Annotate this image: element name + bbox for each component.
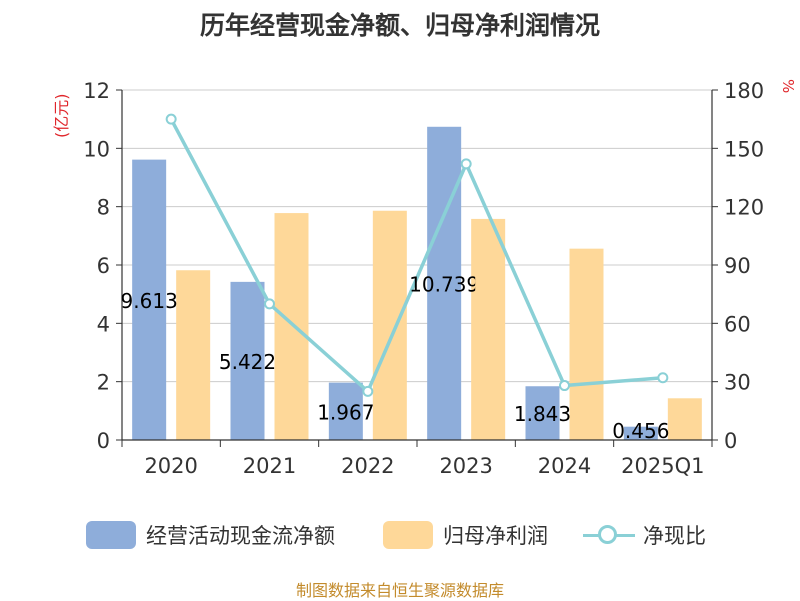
y-right-tick-label: 30 — [724, 371, 751, 395]
data-source-note: 制图数据来自恒生聚源数据库 — [295, 581, 504, 600]
point-cash-ratio — [264, 298, 275, 310]
legend-item-cash-ratio[interactable]: 净现比 — [583, 518, 706, 552]
y-right-tick-label: 60 — [724, 312, 751, 336]
y-left-tick-label: 6 — [97, 254, 110, 278]
x-tick-label: 2025Q1 — [621, 454, 704, 478]
y-right-tick-label: 120 — [724, 196, 764, 220]
chart-title: 历年经营现金净额、归母净利润情况 — [199, 11, 600, 40]
bar-net-profit — [274, 213, 309, 440]
bar-cashflow — [230, 281, 265, 440]
y-left-tick-label: 8 — [97, 196, 110, 220]
bar-net-profit — [569, 248, 604, 440]
legend: 经营活动现金流净额 归母净利润 净现比 — [0, 518, 800, 552]
bar-cashflow — [623, 426, 658, 440]
legend-swatch-cashflow — [86, 521, 136, 549]
y-left-tick-label: 12 — [83, 79, 110, 103]
line-cash-ratio — [169, 118, 663, 395]
data-label-cashflow: 0.456 — [612, 419, 669, 443]
y-right-tick-label: 150 — [724, 137, 764, 161]
data-label-cashflow: 1.967 — [317, 400, 374, 424]
point-cash-ratio — [165, 113, 177, 125]
y-right-tick-label: 0 — [724, 429, 737, 453]
x-tick-label: 2024 — [538, 454, 591, 478]
bar-cashflow — [427, 126, 462, 440]
data-label-cashflow: 5.422 — [219, 350, 276, 374]
y-right-tick-label: 90 — [724, 254, 751, 278]
legend-label-cash-ratio: 净现比 — [643, 524, 706, 548]
legend-swatch-net-profit — [383, 521, 433, 549]
point-cash-ratio — [657, 372, 669, 384]
y-right-tick-label: 180 — [724, 79, 764, 103]
y-left-tick-label: 4 — [97, 312, 110, 336]
bar-net-profit — [372, 210, 407, 440]
x-tick-label: 2021 — [243, 454, 296, 478]
legend-swatch-cash-ratio — [583, 521, 635, 549]
data-label-cashflow: 1.843 — [514, 402, 571, 426]
data-label-cashflow: 10.739 — [409, 272, 479, 296]
bar-cashflow — [328, 382, 363, 440]
point-cash-ratio — [362, 385, 374, 397]
legend-label-net-profit: 归母净利润 — [443, 524, 548, 548]
y-left-tick-label: 10 — [83, 137, 110, 161]
legend-item-net-profit[interactable]: 归母净利润 — [383, 518, 548, 552]
legend-label-cashflow: 经营活动现金流净额 — [146, 524, 335, 548]
x-tick-label: 2023 — [439, 454, 492, 478]
point-cash-ratio — [559, 380, 570, 392]
point-cash-ratio — [460, 158, 472, 170]
x-tick-label: 2020 — [144, 454, 197, 478]
bar-net-profit — [667, 398, 702, 440]
y-left-tick-label: 2 — [97, 371, 110, 395]
x-tick-label: 2022 — [341, 454, 394, 478]
bar-cashflow — [132, 159, 167, 440]
legend-item-cashflow[interactable]: 经营活动现金流净额 — [86, 518, 335, 552]
bar-net-profit — [471, 218, 506, 440]
data-label-cashflow: 9.613 — [121, 289, 178, 313]
bar-cashflow — [525, 386, 560, 440]
y-left-tick-label: 0 — [97, 429, 110, 453]
bar-net-profit — [176, 270, 211, 440]
